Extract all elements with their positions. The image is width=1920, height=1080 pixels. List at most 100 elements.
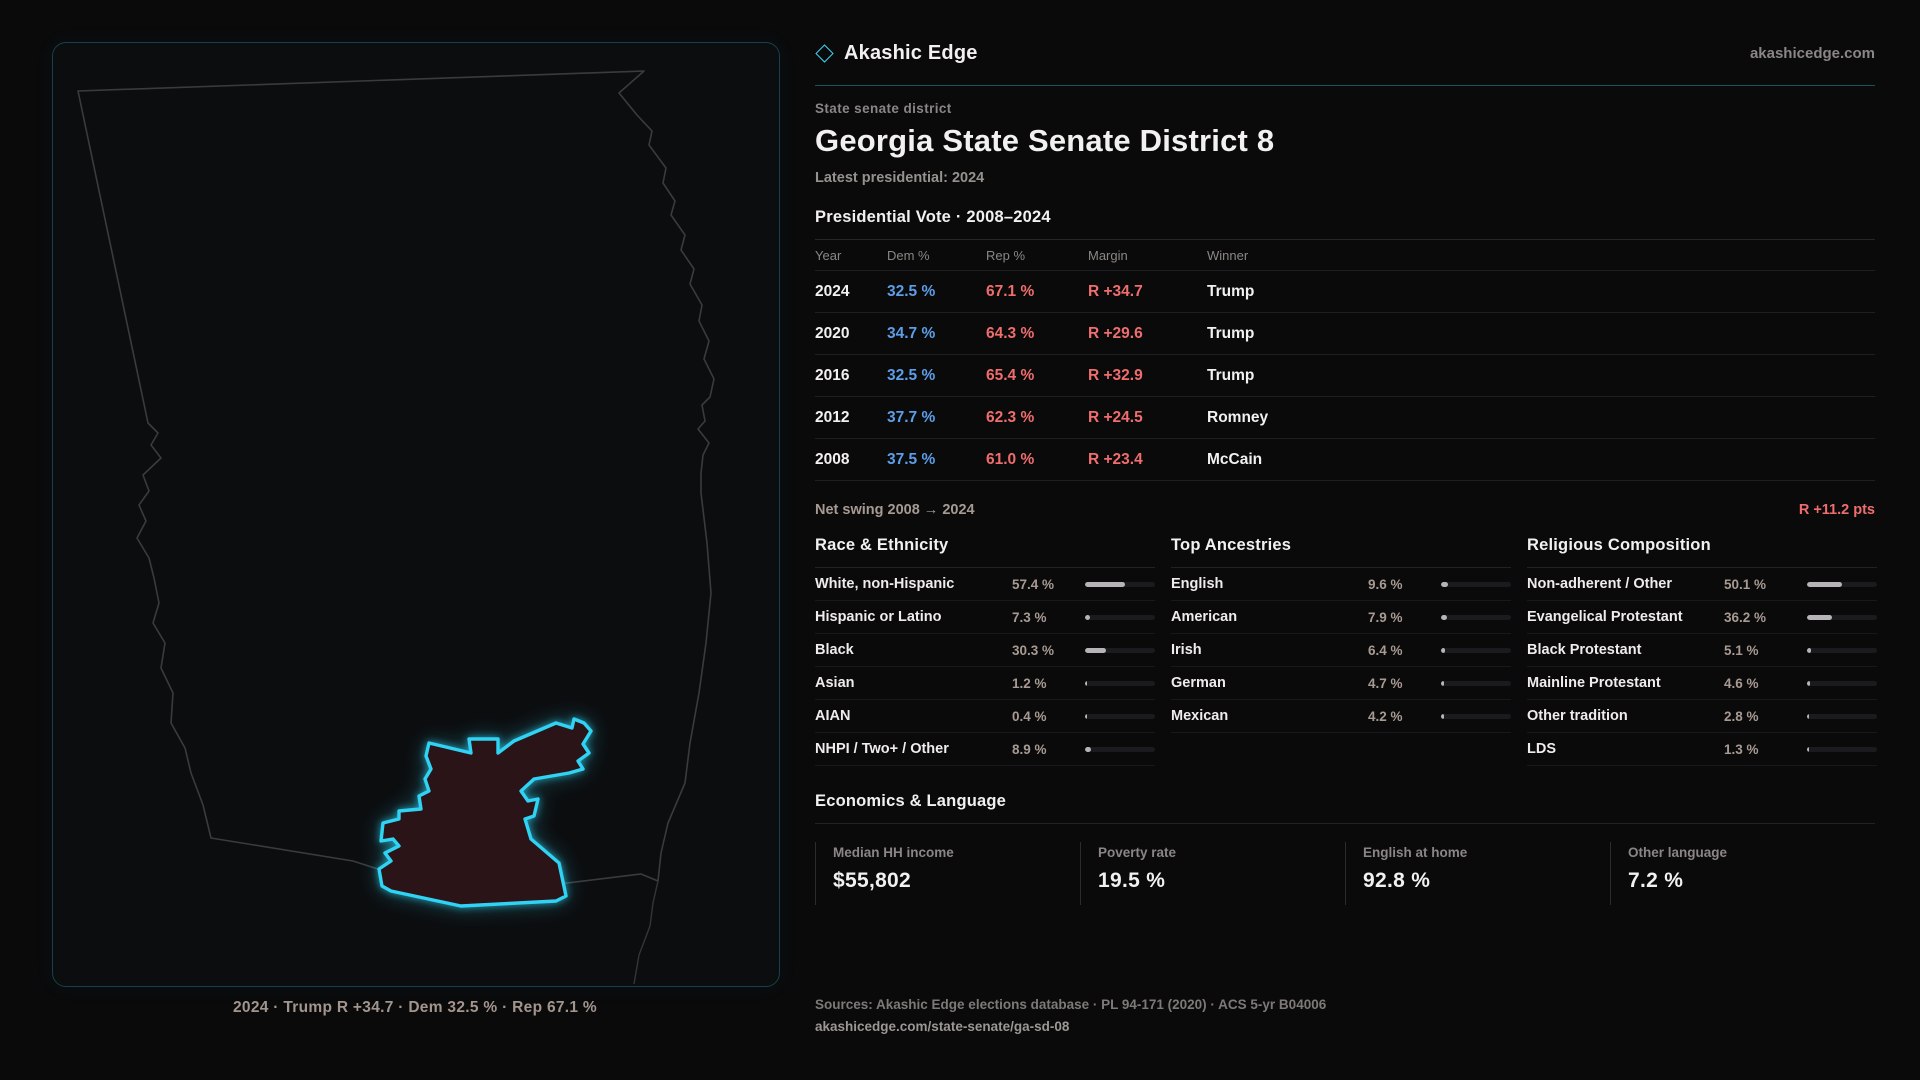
demo-value: 36.2 % xyxy=(1724,609,1767,625)
demo-label: LDS xyxy=(1527,741,1556,757)
permalink-link[interactable]: akashicedge.com/state-senate/ga-sd-08 xyxy=(815,1019,1070,1034)
demo-label: NHPI / Two+ / Other xyxy=(815,741,949,757)
brand-row: Akashic Edge akashicedge.com xyxy=(815,36,1875,70)
demo-row: American 7.9 % xyxy=(1171,601,1511,634)
demo-bar-fill xyxy=(1807,581,1843,587)
demo-row: Other tradition 2.8 % xyxy=(1527,700,1877,733)
vote-dem: 32.5 % xyxy=(887,282,936,300)
stat-card: Median HH income $55,802 xyxy=(815,842,1080,905)
vote-table: Year Dem % Rep % Margin Winner 2024 32.5 % 67.… xyxy=(815,239,1875,481)
demo-bar xyxy=(1441,647,1511,653)
vote-col-header: Winner xyxy=(1207,247,1249,263)
demo-value: 1.3 % xyxy=(1724,741,1759,757)
demo-bar-fill xyxy=(1441,614,1447,620)
vote-row: 2024 32.5 % 67.1 % R +34.7 Trump xyxy=(815,270,1875,312)
vote-winner: Trump xyxy=(1207,324,1255,342)
demo-row: Asian 1.2 % xyxy=(815,667,1155,700)
net-swing-value: R +11.2 pts xyxy=(1798,502,1875,518)
demo-label: Irish xyxy=(1171,642,1202,658)
stat-label: Other language xyxy=(1628,845,1728,860)
demo-label: Mexican xyxy=(1171,708,1229,724)
demo-row: Evangelical Protestant 36.2 % xyxy=(1527,601,1877,634)
stat-card: English at home 92.8 % xyxy=(1345,842,1610,905)
demo-bar-fill xyxy=(1085,647,1107,653)
demo-value: 4.7 % xyxy=(1368,675,1403,691)
vote-year: 2012 xyxy=(815,408,850,426)
brand-name: Akashic Edge xyxy=(844,41,978,64)
demo-bar xyxy=(1807,746,1877,752)
demo-label: American xyxy=(1171,609,1238,625)
stat-card: Other language 7.2 % xyxy=(1610,842,1875,905)
demo-row: AIAN 0.4 % xyxy=(815,700,1155,733)
vote-year: 2020 xyxy=(815,324,850,342)
vote-col-header: Margin xyxy=(1088,247,1128,263)
net-swing-row: Net swing 2008 → 2024 R +11.2 pts xyxy=(815,490,1875,518)
demo-bar-fill xyxy=(1441,647,1446,653)
demo-bar-fill xyxy=(1085,581,1126,587)
demo-row: White, non-Hispanic 57.4 % xyxy=(815,568,1155,601)
demo-bar xyxy=(1085,647,1155,653)
demo-row: Black Protestant 5.1 % xyxy=(1527,634,1877,667)
demo-bar-fill xyxy=(1441,581,1448,587)
demo-label: Black xyxy=(815,642,854,658)
demo-value: 8.9 % xyxy=(1012,741,1047,757)
demo-section-title: Race & Ethnicity xyxy=(815,536,1155,568)
district-shape[interactable] xyxy=(377,717,593,908)
demo-value: 4.2 % xyxy=(1368,708,1403,724)
demo-label: White, non-Hispanic xyxy=(815,576,955,592)
vote-margin: R +32.9 xyxy=(1088,366,1143,384)
stat-value: 92.8 % xyxy=(1363,869,1431,892)
vote-rep: 62.3 % xyxy=(986,408,1035,426)
demo-value: 7.3 % xyxy=(1012,609,1047,625)
vote-winner: Romney xyxy=(1207,408,1269,426)
site-link[interactable]: akashicedge.com xyxy=(1749,44,1875,62)
demo-bar-fill xyxy=(1085,614,1091,620)
demo-section-race-ethnicity: Race & Ethnicity White, non-Hispanic 57.4 … xyxy=(815,536,1155,766)
demo-value: 4.6 % xyxy=(1724,675,1759,691)
stat-value: 19.5 % xyxy=(1098,869,1166,892)
district-kicker: State senate district xyxy=(815,101,952,116)
demo-section-title: Top Ancestries xyxy=(1171,536,1511,568)
demo-bar xyxy=(1807,647,1877,653)
vote-row: 2012 37.7 % 62.3 % R +24.5 Romney xyxy=(815,396,1875,438)
georgia-outline xyxy=(77,70,715,897)
demo-bar xyxy=(1085,581,1155,587)
demo-label: Mainline Protestant xyxy=(1527,675,1661,691)
demo-value: 30.3 % xyxy=(1012,642,1055,658)
vote-winner: Trump xyxy=(1207,282,1255,300)
vote-margin: R +24.5 xyxy=(1088,408,1143,426)
vote-margin: R +23.4 xyxy=(1088,450,1143,468)
vote-col-header: Dem % xyxy=(887,247,930,263)
demo-bar-fill xyxy=(1807,746,1809,752)
demo-bar-fill xyxy=(1085,680,1087,686)
demo-label: Black Protestant xyxy=(1527,642,1642,658)
demo-bar-fill xyxy=(1807,713,1809,719)
demo-row: Non-adherent / Other 50.1 % xyxy=(1527,568,1877,601)
demo-value: 7.9 % xyxy=(1368,609,1403,625)
demo-bar-fill xyxy=(1807,680,1811,686)
demo-bar xyxy=(1807,713,1877,719)
demographics-grid: Race & Ethnicity White, non-Hispanic 57.4 … xyxy=(815,536,1877,766)
vote-rep: 67.1 % xyxy=(986,282,1035,300)
map-caption: 2024 · Trump R +34.7 · Dem 32.5 % · Rep … xyxy=(233,999,597,1016)
demo-bar-fill xyxy=(1085,746,1092,752)
demo-bar xyxy=(1085,713,1155,719)
demo-section-title: Religious Composition xyxy=(1527,536,1877,568)
demo-label: German xyxy=(1171,675,1226,691)
vote-winner: McCain xyxy=(1207,450,1263,468)
demo-value: 2.8 % xyxy=(1724,708,1759,724)
demo-section-top-ancestries: Top Ancestries English 9.6 % American 7.9 % I… xyxy=(1171,536,1511,733)
footer: Sources: Akashic Edge elections database… xyxy=(815,997,1326,1034)
demo-label: Other tradition xyxy=(1527,708,1628,724)
demo-value: 6.4 % xyxy=(1368,642,1403,658)
economics-title: Economics & Language xyxy=(815,792,1875,824)
demo-value: 9.6 % xyxy=(1368,576,1403,592)
vote-rep: 61.0 % xyxy=(986,450,1035,468)
vote-margin: R +34.7 xyxy=(1088,282,1143,300)
vote-rep: 64.3 % xyxy=(986,324,1035,342)
vote-winner: Trump xyxy=(1207,366,1255,384)
vote-row: 2020 34.7 % 64.3 % R +29.6 Trump xyxy=(815,312,1875,354)
stat-card: Poverty rate 19.5 % xyxy=(1080,842,1345,905)
demo-value: 5.1 % xyxy=(1724,642,1759,658)
page-title: Georgia State Senate District 8 xyxy=(815,123,1275,158)
